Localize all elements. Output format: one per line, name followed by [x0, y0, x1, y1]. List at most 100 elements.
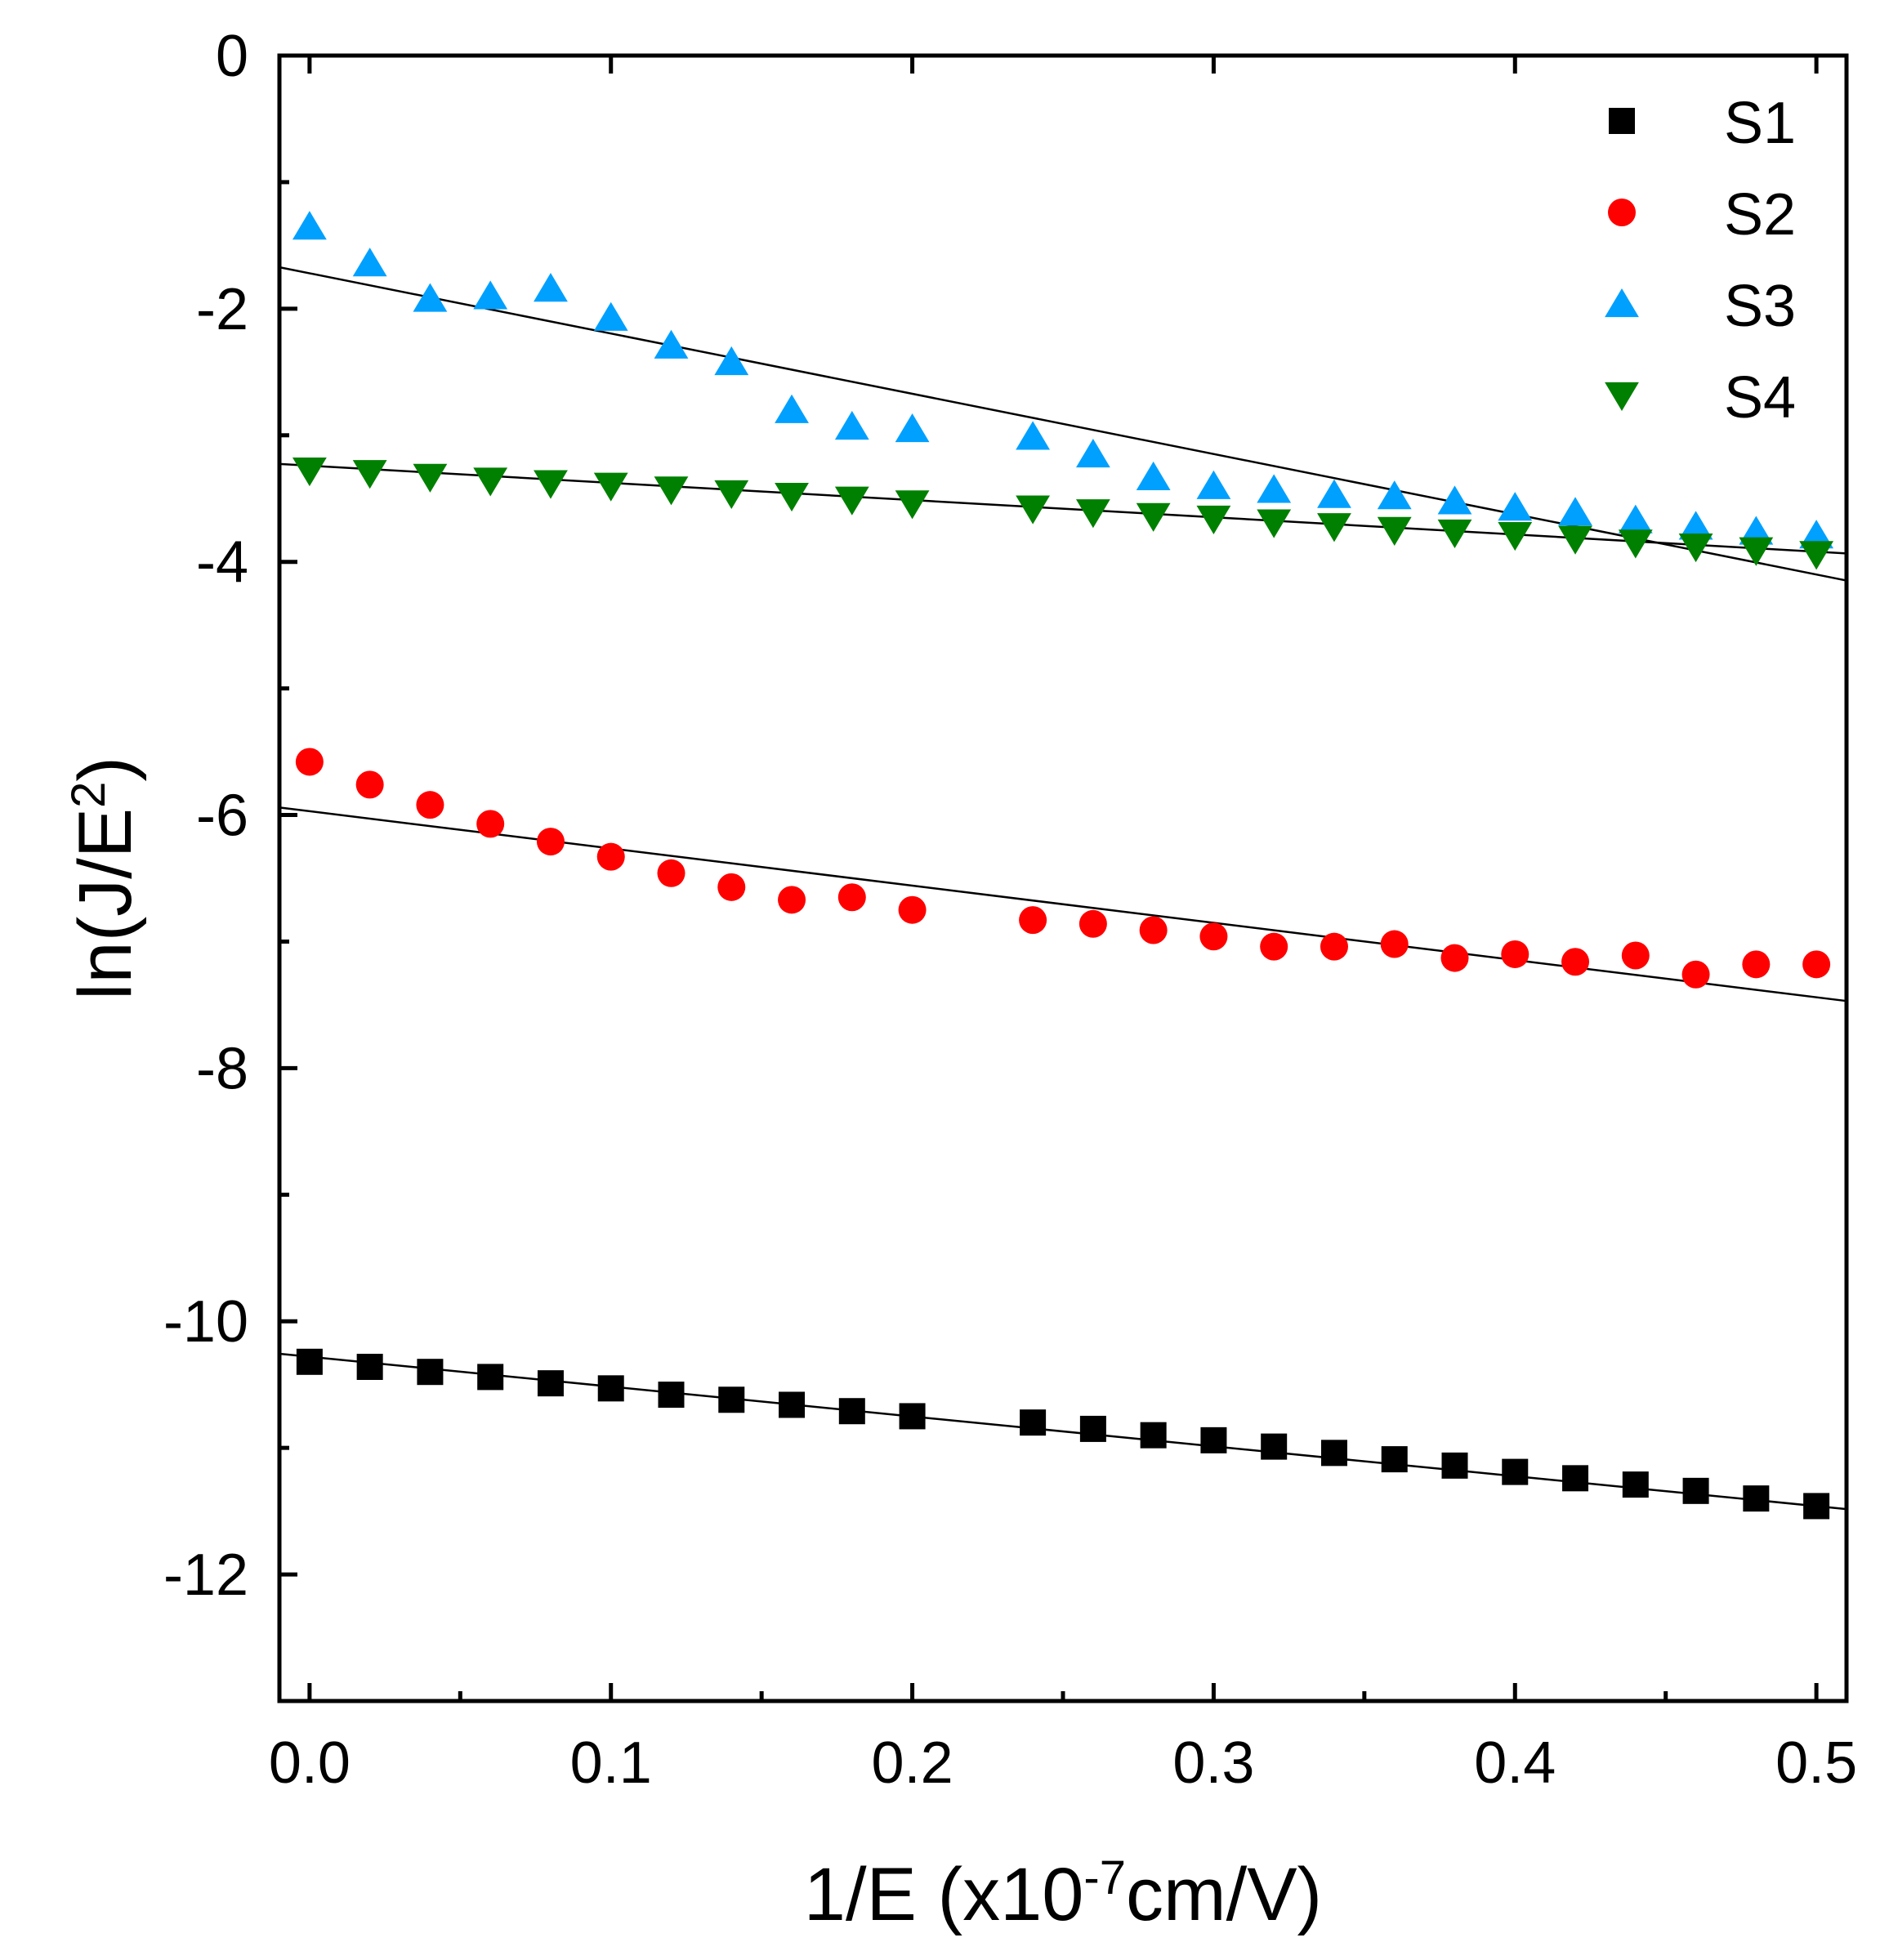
x-axis-title-superscript: -7	[1083, 1851, 1126, 1904]
data-point-s4	[1317, 513, 1351, 542]
data-point-s1	[1140, 1422, 1167, 1449]
data-point-s2	[1139, 916, 1168, 944]
x-axis-title: 1/E (x10-7cm/V)	[804, 1851, 1322, 1937]
data-point-s3	[1678, 511, 1713, 540]
x-tick-label: 0.1	[570, 1730, 652, 1796]
data-point-s3	[473, 280, 508, 310]
data-point-s1	[1020, 1409, 1047, 1436]
data-point-s2	[1742, 950, 1771, 979]
data-point-s4	[834, 486, 869, 516]
legend-marker-s2	[1608, 199, 1636, 226]
data-point-s1	[658, 1382, 685, 1409]
y-tick-label: -2	[196, 277, 248, 342]
data-point-s4	[534, 470, 568, 499]
fit-lines	[279, 266, 1847, 1511]
data-point-s3	[1558, 497, 1592, 526]
data-point-s4	[654, 476, 689, 506]
data-point-s3	[1016, 421, 1051, 450]
fit-line-s1	[279, 1352, 1847, 1511]
data-point-s2	[1019, 906, 1047, 935]
data-point-s4	[1739, 537, 1774, 566]
data-point-s1	[1261, 1433, 1288, 1460]
data-point-s2	[1681, 960, 1710, 989]
data-point-s4	[1196, 505, 1231, 535]
data-point-s1	[1200, 1426, 1227, 1453]
data-point-s4	[1377, 516, 1412, 546]
data-point-s1	[899, 1403, 926, 1430]
data-point-s4	[1437, 519, 1472, 549]
data-point-s1	[1502, 1458, 1529, 1485]
data-point-s4	[895, 490, 930, 520]
data-point-s4	[1618, 529, 1653, 559]
data-point-s3	[1136, 461, 1171, 491]
data-point-s1	[1320, 1440, 1347, 1467]
data-point-s3	[1196, 470, 1231, 499]
data-point-s2	[778, 886, 806, 914]
data-point-s3	[534, 273, 568, 302]
legend-marker-s3	[1605, 288, 1639, 318]
y-tick-label: -12	[163, 1543, 248, 1608]
data-point-s2	[1380, 930, 1409, 958]
legend-marker-s4	[1605, 382, 1639, 411]
data-markers	[292, 211, 1834, 1520]
legend: S1 S2 S3 S4	[1605, 91, 1796, 431]
data-point-s1	[779, 1391, 806, 1418]
y-tick-label: -4	[196, 530, 248, 596]
data-point-s2	[1561, 948, 1590, 976]
data-point-s4	[593, 472, 628, 502]
data-point-s3	[654, 329, 689, 359]
data-point-s2	[1440, 944, 1469, 972]
data-point-s4	[352, 460, 387, 489]
data-point-s1	[417, 1359, 444, 1386]
data-point-s2	[1501, 940, 1530, 968]
data-point-s1	[1441, 1452, 1468, 1479]
data-point-s4	[775, 482, 809, 512]
data-point-s2	[416, 791, 444, 819]
data-point-s4	[714, 480, 749, 510]
data-point-s4	[473, 467, 508, 497]
data-point-s2	[1199, 922, 1228, 951]
data-point-s2	[837, 883, 866, 912]
data-point-s3	[593, 301, 628, 331]
legend-label-s4: S4	[1724, 365, 1796, 431]
data-point-s3	[895, 413, 930, 443]
data-point-s4	[1257, 509, 1292, 538]
y-tick-label: -8	[196, 1036, 248, 1101]
data-point-s2	[355, 770, 384, 799]
x-tick-label: 0.3	[1172, 1730, 1254, 1796]
plot-frame	[277, 53, 1849, 1703]
legend-label-s3: S3	[1724, 274, 1796, 339]
data-point-s3	[1618, 504, 1653, 534]
fit-line-s2	[279, 806, 1847, 1002]
data-point-s2	[1078, 909, 1107, 938]
data-point-s1	[477, 1364, 504, 1391]
data-point-s4	[1558, 525, 1592, 555]
data-point-s1	[1743, 1485, 1770, 1512]
data-point-s2	[536, 828, 565, 856]
data-point-s2	[295, 748, 324, 776]
data-point-s3	[1317, 479, 1351, 508]
data-point-s1	[1622, 1471, 1649, 1498]
y-axis-title-superscript: 2	[62, 782, 115, 808]
x-tick-label: 0.0	[269, 1730, 351, 1796]
data-point-s4	[1016, 495, 1051, 525]
data-point-s2	[1320, 932, 1348, 961]
y-tick-label: -10	[163, 1289, 248, 1355]
data-point-s3	[1377, 480, 1412, 510]
data-point-s4	[1136, 502, 1171, 532]
legend-label-s2: S2	[1724, 182, 1796, 248]
x-tick-label: 0.2	[872, 1730, 953, 1796]
data-point-s3	[1257, 474, 1292, 503]
data-point-s3	[714, 346, 749, 376]
data-point-s3	[413, 283, 448, 312]
data-point-s1	[1381, 1446, 1408, 1473]
data-point-s2	[1802, 950, 1831, 979]
data-point-s2	[1260, 932, 1288, 961]
tick-labels: 0.0 0.1 0.2 0.3 0.4 0.5 0 -2 -4 -6 -8 -10 -12	[163, 24, 1857, 1796]
data-point-s1	[356, 1354, 383, 1381]
legend-label-s1: S1	[1724, 91, 1796, 156]
data-point-s1	[1562, 1465, 1589, 1492]
data-point-s4	[1799, 541, 1834, 570]
data-point-s3	[1075, 439, 1110, 468]
